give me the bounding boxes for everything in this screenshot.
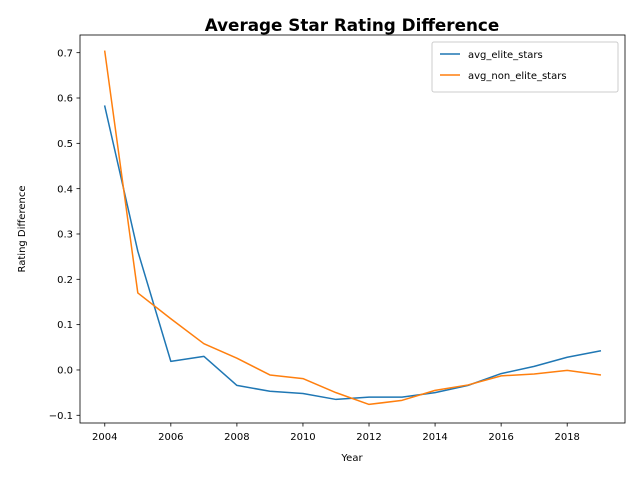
y-axis-title: Rating Difference <box>17 186 28 273</box>
y-tick-label: 0.3 <box>57 230 73 241</box>
legend-label: avg_non_elite_stars <box>468 71 567 82</box>
y-tick-label: 0.5 <box>57 139 73 150</box>
x-tick-label: 2004 <box>92 432 117 443</box>
series-line-avg-non-elite-stars <box>103 50 602 406</box>
plot-area <box>103 50 602 406</box>
y-tick-label: 0.0 <box>57 366 73 377</box>
chart-title: Average Star Rating Difference <box>205 15 500 35</box>
y-tick-label: 0.1 <box>57 320 73 331</box>
y-tick-label: 0.7 <box>57 48 73 59</box>
x-tick-label: 2008 <box>224 432 249 443</box>
y-tick-label: −0.1 <box>49 411 73 422</box>
x-axis-title: Year <box>340 453 363 464</box>
axes-frame <box>79 34 626 424</box>
x-axis: 2004 2006 2008 2010 2012 2014 2016 2018 <box>92 423 580 443</box>
y-tick-label: 0.4 <box>57 184 73 195</box>
legend-box <box>431 41 619 93</box>
legend-label: avg_elite_stars <box>468 50 543 61</box>
x-tick-label: 2018 <box>554 432 579 443</box>
x-tick-label: 2012 <box>356 432 381 443</box>
y-tick-label: 0.6 <box>57 94 73 105</box>
x-tick-label: 2014 <box>422 432 447 443</box>
y-axis: −0.1 0.0 0.1 0.2 0.3 0.4 0.5 0.6 0.7 <box>49 48 80 422</box>
x-tick-label: 2006 <box>158 432 183 443</box>
x-tick-label: 2016 <box>488 432 513 443</box>
y-tick-label: 0.2 <box>57 275 73 286</box>
x-tick-label: 2010 <box>290 432 315 443</box>
legend: avg_elite_stars avg_non_elite_stars <box>431 41 619 93</box>
